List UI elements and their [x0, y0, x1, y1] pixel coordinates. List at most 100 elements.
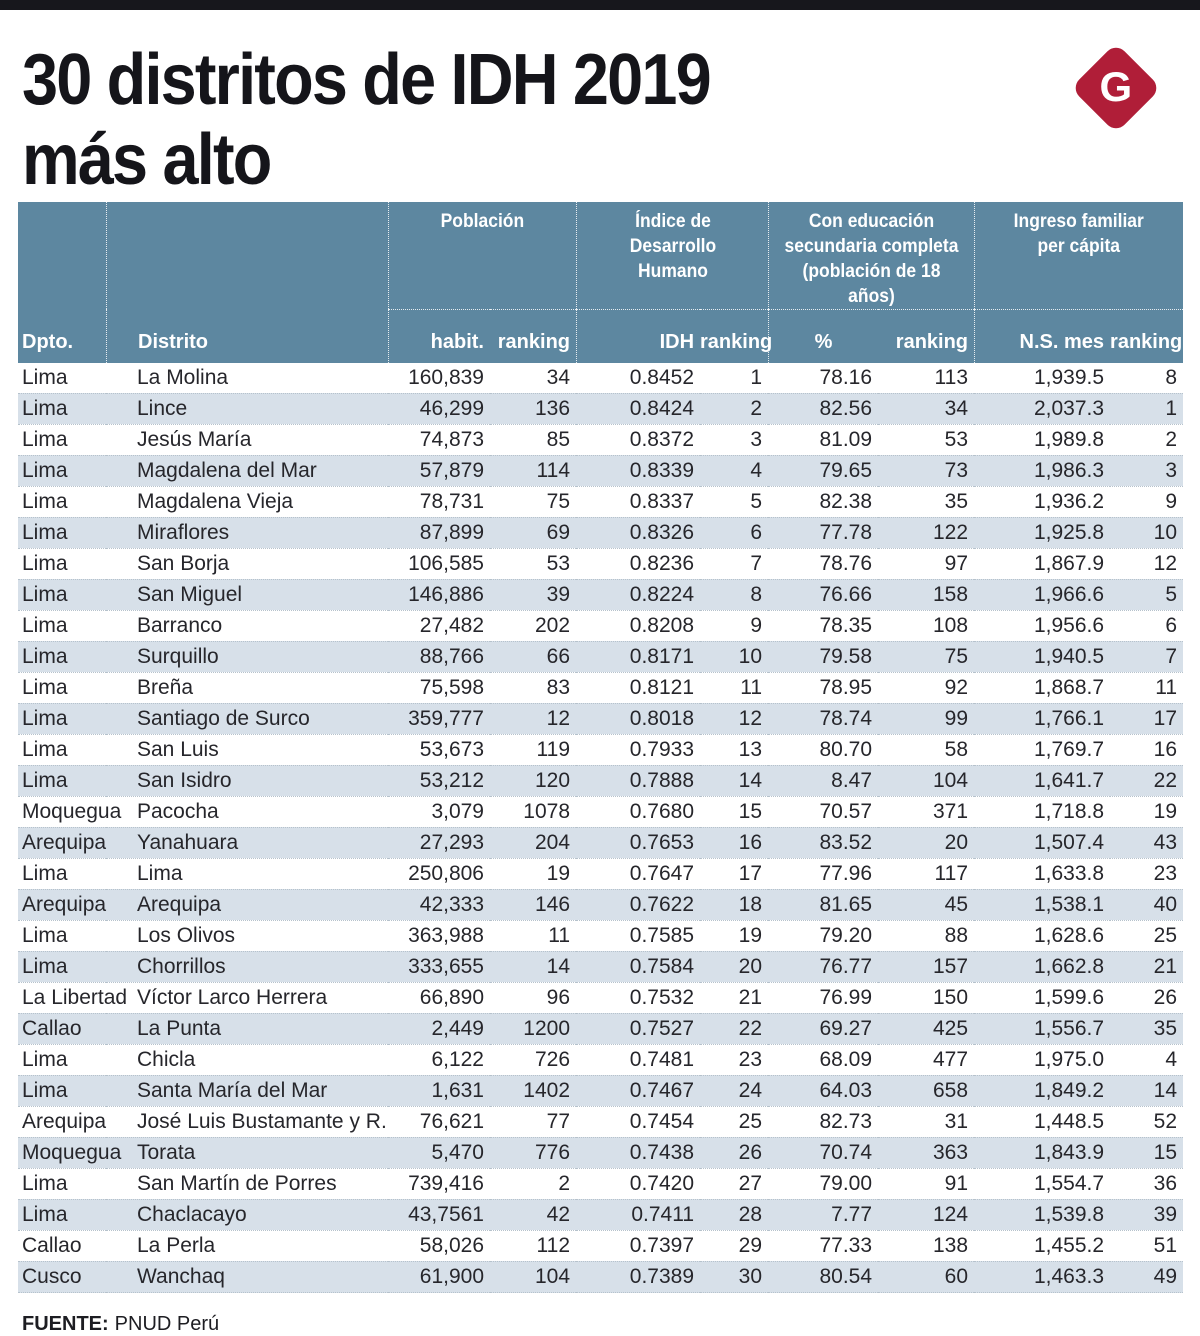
cell-edu-ranking: 124: [878, 1199, 975, 1230]
cell-pob-ranking: 14: [490, 951, 577, 982]
cell-edu-ranking: 477: [878, 1044, 975, 1075]
cell-idh: 0.8171: [576, 641, 701, 672]
cell-habit: 3,079: [388, 796, 490, 827]
column-header-habit: habit.: [388, 309, 490, 363]
cell-pob-ranking: 114: [490, 455, 577, 486]
cell-dpto: Lima: [18, 734, 106, 765]
cell-idh-ranking: 20: [700, 951, 769, 982]
cell-dpto: Lima: [18, 548, 106, 579]
cell-idh-ranking: 12: [700, 703, 769, 734]
cell-pob-ranking: 204: [490, 827, 577, 858]
cell-ns-mes: 1,539.8: [974, 1199, 1111, 1230]
source-label: FUENTE:: [22, 1313, 109, 1335]
column-header-edu-ranking: ranking: [878, 309, 975, 363]
cell-edu-pct: 82.38: [768, 486, 879, 517]
cell-ingreso-ranking: 19: [1110, 796, 1184, 827]
cell-dpto: Cusco: [18, 1261, 106, 1293]
cell-distrito: Magdalena Vieja: [106, 486, 388, 517]
cell-distrito: Chaclacayo: [106, 1199, 388, 1230]
cell-habit: 43,7561: [388, 1199, 490, 1230]
cell-distrito: La Molina: [137, 366, 229, 389]
cell-edu-ranking: 113: [934, 366, 969, 389]
cell-idh-ranking: 18: [700, 889, 769, 920]
cell-edu-ranking: 35: [878, 486, 975, 517]
cell-pob-ranking: 69: [490, 517, 577, 548]
cell-ingreso-ranking: 14: [1110, 1075, 1184, 1106]
cell-ns-mes: 1,507.4: [974, 827, 1111, 858]
cell-pob-ranking: 39: [490, 579, 577, 610]
group-header-ingreso: Ingreso familiar per cápita: [974, 202, 1184, 309]
cell-dpto: Arequipa: [18, 1106, 106, 1137]
cell-edu-ranking: 122: [878, 517, 975, 548]
cell-idh-ranking: 2: [700, 393, 769, 424]
cell-idh-ranking: 1: [750, 366, 763, 389]
cell-dpto: Lima: [18, 517, 106, 548]
cell-dpto: Lima: [18, 1168, 106, 1199]
cell-habit: 74,873: [388, 424, 490, 455]
cell-habit: 250,806: [388, 858, 490, 889]
cell-habit: 53,212: [388, 765, 490, 796]
cell-ingreso-ranking: 49: [1110, 1261, 1184, 1293]
cell-ingreso-ranking: 21: [1110, 951, 1184, 982]
cell-distrito: Los Olivos: [106, 920, 388, 951]
cell-pob-ranking: 75: [490, 486, 577, 517]
cell-edu-pct: 76.66: [768, 579, 879, 610]
table-row: Lima San Martín de Porres 739,416 2 0.7420 27…: [18, 1168, 1184, 1199]
cell-idh: 0.8452: [629, 366, 695, 389]
cell-idh-ranking: 29: [700, 1230, 769, 1261]
cell-habit: 5,470: [388, 1137, 490, 1168]
column-header-ingreso-ranking: ranking: [1110, 309, 1184, 363]
table-row: Lima Magdalena del Mar 57,879 114 0.8339 4 79.…: [18, 455, 1184, 486]
cell-idh-ranking: 14: [700, 765, 769, 796]
cell-dpto: Lima: [18, 1044, 106, 1075]
cell-ingreso-ranking: 11: [1110, 672, 1184, 703]
cell-edu-ranking: 20: [878, 827, 975, 858]
cell-idh-ranking: 5: [700, 486, 769, 517]
page-title: 30 distritos de IDH 2019 más alto: [22, 40, 712, 200]
cell-edu-ranking: 73: [878, 455, 975, 486]
cell-ingreso-ranking: 15: [1110, 1137, 1184, 1168]
cell-edu-pct: 81.65: [768, 889, 879, 920]
group-header-educacion: Con educación secundaria completa (pobla…: [768, 202, 975, 309]
cell-habit: 359,777: [388, 703, 490, 734]
cell-pob-ranking: 34: [546, 366, 571, 389]
cell-idh-ranking: 17: [700, 858, 769, 889]
cell-dpto: Lima: [18, 703, 106, 734]
cell-edu-pct: 80.54: [768, 1261, 879, 1293]
cell-idh: 0.8121: [576, 672, 701, 703]
cell-edu-pct: 64.03: [768, 1075, 879, 1106]
cell-dpto: Lima: [18, 579, 106, 610]
cell-pob-ranking: 12: [490, 703, 577, 734]
table-row: Lima Miraflores 87,899 69 0.8326 6 77.78 122 1,9…: [18, 517, 1184, 548]
cell-edu-pct: 79.58: [768, 641, 879, 672]
cell-dpto: Moquegua: [18, 796, 121, 827]
cell-pob-ranking: 776: [490, 1137, 577, 1168]
cell-dpto: Callao: [18, 1230, 106, 1261]
cell-edu-ranking: 88: [878, 920, 975, 951]
cell-edu-ranking: 138: [878, 1230, 975, 1261]
cell-distrito: Chorrillos: [106, 951, 388, 982]
column-header-pob-ranking: ranking: [490, 309, 577, 363]
cell-ingreso-ranking: 17: [1110, 703, 1184, 734]
cell-pob-ranking: 11: [490, 920, 577, 951]
gestion-logo: G: [1070, 42, 1162, 134]
cell-pob-ranking: 77: [490, 1106, 577, 1137]
cell-idh: 0.7680: [576, 796, 701, 827]
cell-idh: 0.7653: [576, 827, 701, 858]
cell-habit: 76,621: [388, 1106, 490, 1137]
cell-ns-mes: 1,538.1: [974, 889, 1111, 920]
cell-edu-ranking: 158: [878, 579, 975, 610]
cell-ns-mes: 1,599.6: [974, 982, 1111, 1013]
cell-idh: 0.8424: [576, 393, 701, 424]
table-head: Población Índice de Desarrollo Humano Co…: [18, 202, 1184, 363]
cell-ns-mes: 1,455.2: [974, 1230, 1111, 1261]
cell-habit: 27,293: [388, 827, 490, 858]
cell-edu-ranking: 117: [878, 858, 975, 889]
cell-dpto: Lima: [18, 858, 106, 889]
cell-edu-pct: 76.99: [768, 982, 879, 1013]
cell-idh: 0.8018: [576, 703, 701, 734]
cell-ns-mes: 1,463.3: [974, 1261, 1111, 1293]
table-row: Lima Breña 75,598 83 0.8121 11 78.95 92 1,868.7 1…: [18, 672, 1184, 703]
group-header-idh: Índice de Desarrollo Humano: [576, 202, 769, 309]
cell-habit: 58,026: [388, 1230, 490, 1261]
